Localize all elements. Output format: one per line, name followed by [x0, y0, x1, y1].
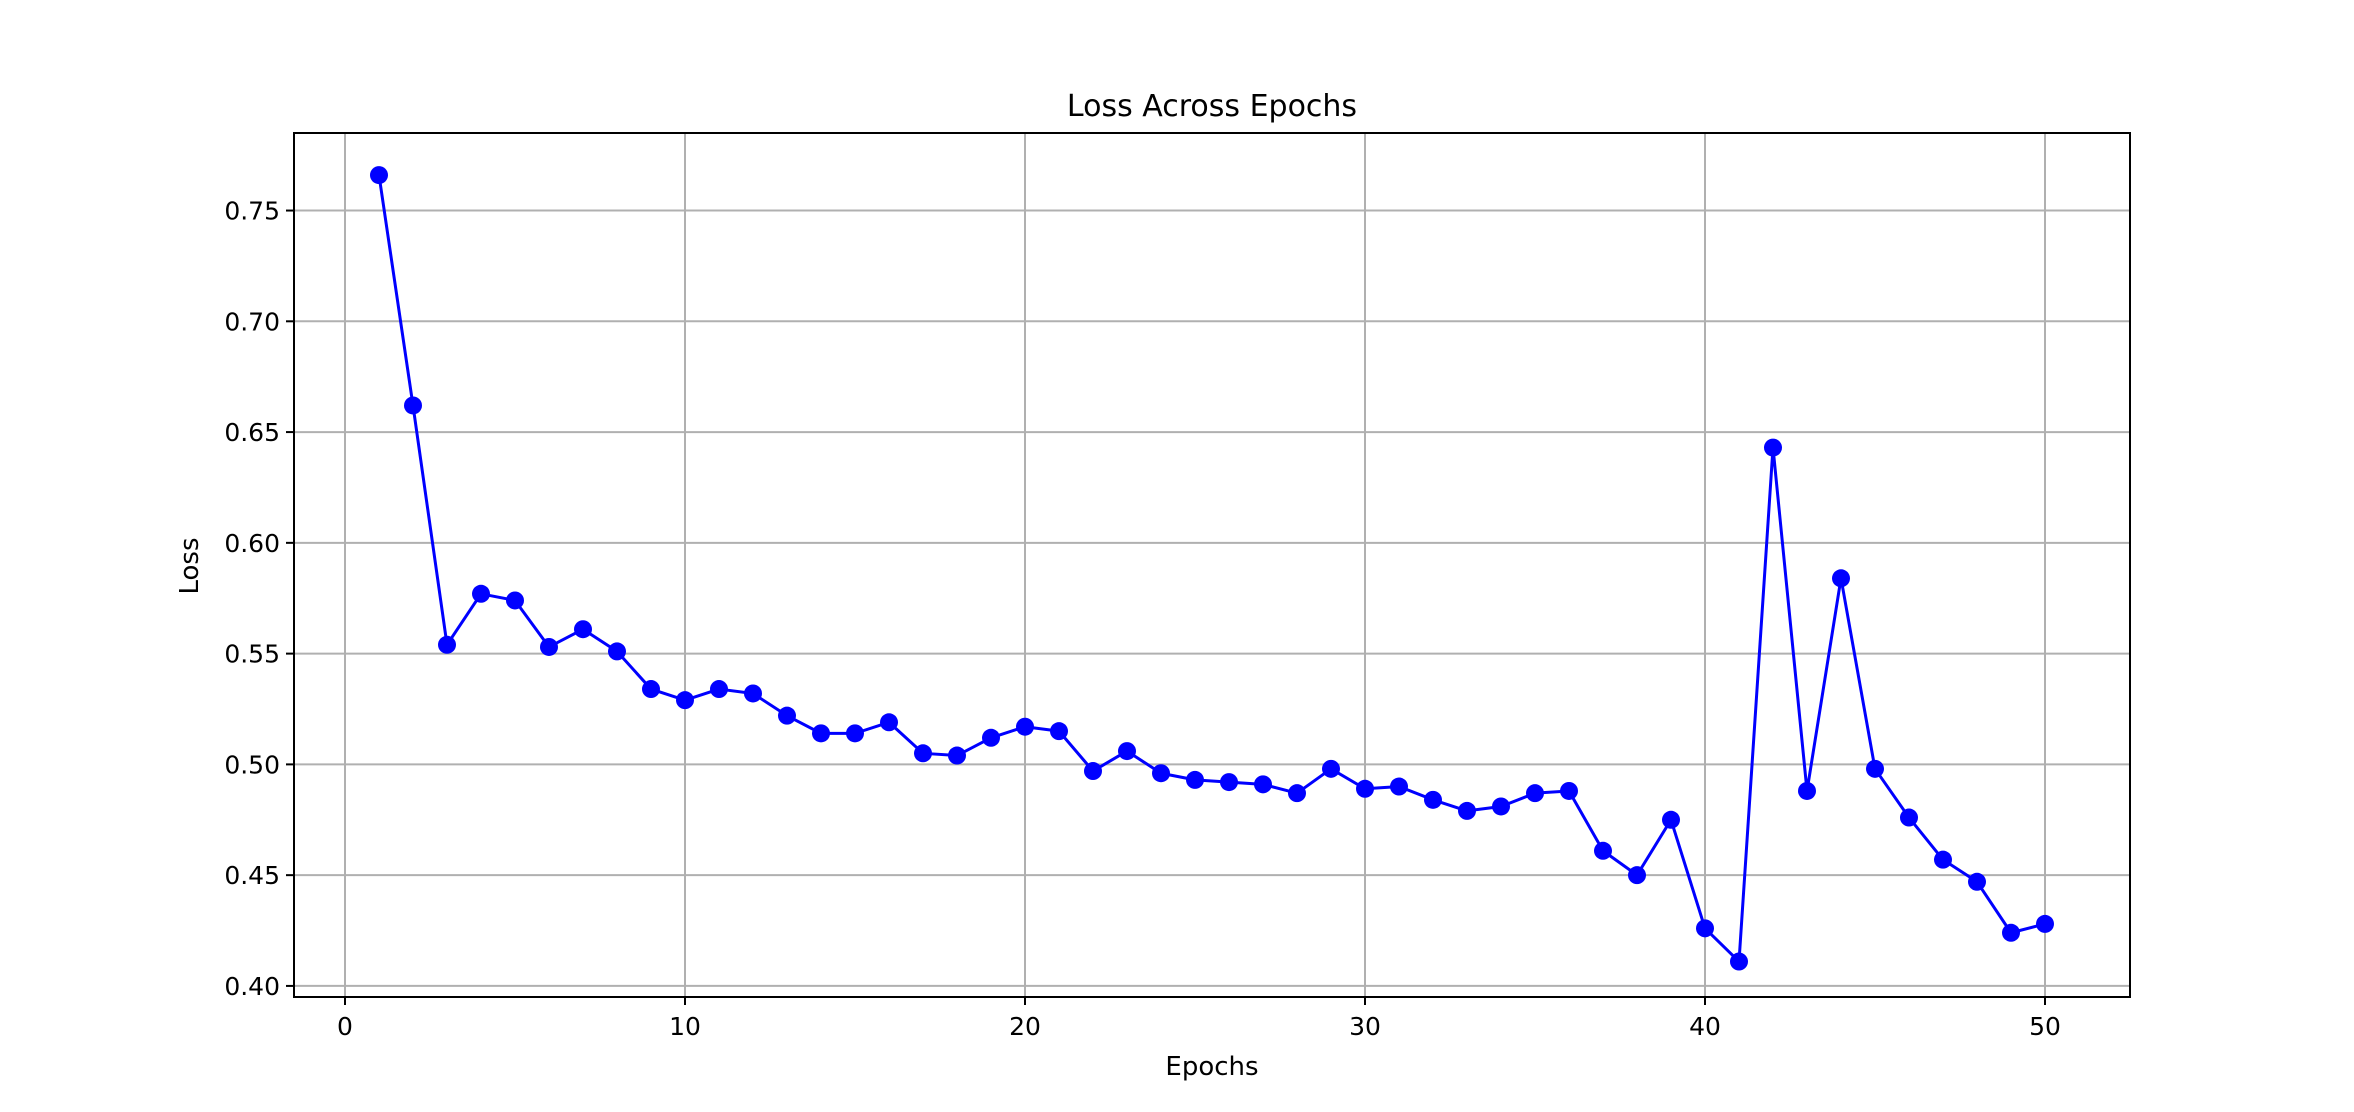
- x-tick-label: 0: [337, 1012, 353, 1041]
- x-axis-label: Epochs: [1165, 1052, 1258, 1082]
- loss-data-point: [540, 637, 558, 656]
- loss-data-point: [1696, 919, 1714, 938]
- y-tick-label: 0.70: [224, 307, 280, 336]
- loss-data-point: [2036, 914, 2054, 933]
- chart-title: Loss Across Epochs: [1067, 89, 1357, 124]
- loss-data-point: [438, 635, 456, 654]
- x-tick-label: 40: [1689, 1012, 1721, 1041]
- loss-data-point: [982, 728, 1000, 747]
- loss-data-point: [1492, 797, 1510, 816]
- loss-data-point: [1832, 569, 1850, 588]
- loss-data-point: [1050, 722, 1068, 741]
- y-tick-label: 0.60: [224, 529, 280, 558]
- series-layer: [370, 166, 2054, 971]
- loss-data-point: [1730, 952, 1748, 971]
- x-tick-label: 10: [669, 1012, 701, 1041]
- y-tick-label: 0.40: [224, 972, 280, 1001]
- loss-data-point: [1526, 784, 1544, 803]
- y-tick-label: 0.45: [224, 861, 280, 890]
- loss-data-point: [1356, 779, 1374, 798]
- plot-frame: [293, 132, 2131, 998]
- loss-data-point: [574, 620, 592, 639]
- loss-data-point: [608, 642, 626, 661]
- x-tick-label: 20: [1009, 1012, 1041, 1041]
- loss-data-point: [1594, 841, 1612, 860]
- loss-data-point: [370, 166, 388, 185]
- loss-data-point: [1390, 777, 1408, 796]
- loss-data-point: [948, 746, 966, 765]
- loss-data-point: [1118, 742, 1136, 761]
- loss-data-point: [1016, 717, 1034, 736]
- y-axis-label: Loss: [175, 537, 205, 594]
- loss-data-point: [1662, 810, 1680, 829]
- loss-data-point: [1560, 781, 1578, 800]
- loss-data-point: [404, 396, 422, 415]
- x-tick-label: 50: [2029, 1012, 2061, 1041]
- grid-lines: [294, 133, 2130, 997]
- y-tick-label: 0.65: [224, 418, 280, 447]
- loss-data-point: [880, 713, 898, 732]
- loss-data-point: [1968, 872, 1986, 891]
- y-tick-label: 0.75: [224, 197, 280, 226]
- loss-data-point: [1934, 850, 1952, 869]
- loss-data-point: [1866, 759, 1884, 778]
- loss-data-point: [1458, 801, 1476, 820]
- loss-data-point: [1322, 759, 1340, 778]
- loss-data-point: [642, 680, 660, 699]
- loss-data-point: [1424, 790, 1442, 809]
- loss-data-point: [506, 591, 524, 610]
- loss-data-point: [1628, 866, 1646, 885]
- loss-data-point: [1764, 438, 1782, 457]
- loss-data-point: [1152, 764, 1170, 783]
- loss-data-point: [1798, 781, 1816, 800]
- y-tick-label: 0.50: [224, 750, 280, 779]
- loss-data-point: [1900, 808, 1918, 827]
- loss-data-point: [1186, 770, 1204, 789]
- x-tick-label: 30: [1349, 1012, 1381, 1041]
- loss-data-point: [744, 684, 762, 703]
- loss-data-point: [2002, 923, 2020, 942]
- loss-data-point: [472, 584, 490, 603]
- loss-data-point: [676, 691, 694, 710]
- loss-data-point: [1084, 762, 1102, 781]
- y-tick-label: 0.55: [224, 640, 280, 669]
- loss-data-point: [778, 706, 796, 725]
- loss-data-point: [710, 680, 728, 699]
- loss-data-point: [1220, 773, 1238, 792]
- loss-data-point: [914, 744, 932, 763]
- loss-data-point: [1288, 784, 1306, 803]
- loss-data-point: [812, 724, 830, 743]
- axis-ticks: 0 10 20 30 40 50 0.40 0.45 0.50 0.55 0.60 0.65 0.70 0…: [224, 197, 2061, 1041]
- loss-data-point: [1254, 775, 1272, 794]
- loss-data-point: [846, 724, 864, 743]
